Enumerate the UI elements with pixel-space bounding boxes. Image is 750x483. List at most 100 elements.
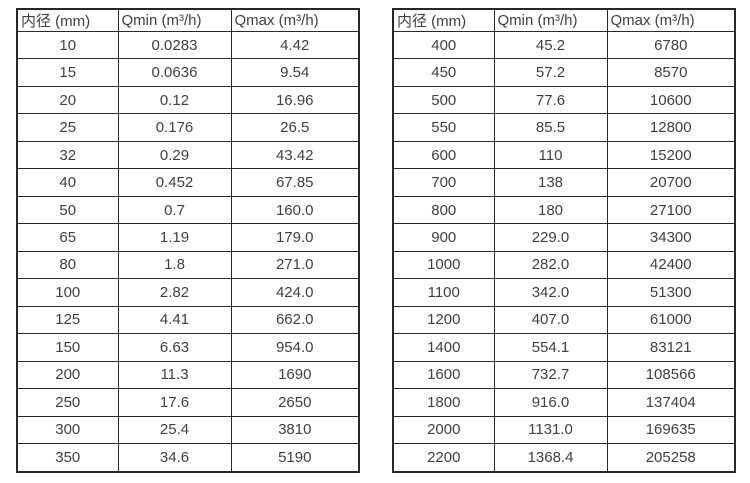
table-row: 350 34.6 5190 (16, 443, 360, 473)
table-cell: 110 (493, 140, 608, 170)
table-cell: 45.2 (493, 30, 608, 60)
table-cell: 900 (392, 223, 495, 252)
table-cell: 137404 (606, 388, 736, 417)
table-cell: 16.96 (230, 85, 360, 115)
table-cell: 0.12 (117, 85, 232, 115)
table-cell: 150 (16, 333, 119, 362)
column-header: Qmin (m³/h) (117, 8, 232, 32)
table-cell: 0.452 (117, 168, 232, 197)
table-cell: 250 (16, 388, 119, 417)
table-cell: 1100 (392, 278, 495, 307)
table-cell: 916.0 (493, 388, 608, 417)
table-row: 25 0.176 26.5 (16, 113, 360, 142)
table-row: 800 180 27100 (392, 195, 736, 225)
table-cell: 10 (16, 30, 119, 60)
table-cell: 40 (16, 168, 119, 197)
table-row: 2000 1131.0 169635 (392, 415, 736, 445)
table-cell: 1400 (392, 333, 495, 362)
table-cell: 17.6 (117, 388, 232, 417)
table-row: 300 25.4 3810 (16, 415, 360, 445)
table-cell: 6780 (606, 30, 736, 60)
header-row: 内径 (mm) Qmin (m³/h) Qmax (m³/h) (16, 8, 360, 32)
table-row: 550 85.5 12800 (392, 113, 736, 142)
table-cell: 600 (392, 140, 495, 170)
table-cell: 77.6 (493, 85, 608, 115)
table-cell: 954.0 (230, 333, 360, 362)
table-row: 1200 407.0 61000 (392, 305, 736, 335)
table-cell: 108566 (606, 360, 736, 390)
table-cell: 80 (16, 250, 119, 280)
table-row: 400 45.2 6780 (392, 30, 736, 60)
table-cell: 1.19 (117, 223, 232, 252)
table-cell: 4.41 (117, 305, 232, 335)
table-row: 10 0.0283 4.42 (16, 30, 360, 60)
column-header: 内径 (mm) (392, 8, 495, 32)
table-cell: 2650 (230, 388, 360, 417)
table-cell: 25.4 (117, 415, 232, 445)
table-cell: 1000 (392, 250, 495, 280)
table-cell: 350 (16, 443, 119, 473)
table-cell: 205258 (606, 443, 736, 473)
table-cell: 200 (16, 360, 119, 390)
table-cell: 400 (392, 30, 495, 60)
table-row: 500 77.6 10600 (392, 85, 736, 115)
table-cell: 550 (392, 113, 495, 142)
table-row: 1100 342.0 51300 (392, 278, 736, 307)
table-cell: 6.63 (117, 333, 232, 362)
table-cell: 0.7 (117, 195, 232, 225)
table-cell: 85.5 (493, 113, 608, 142)
table-cell: 67.85 (230, 168, 360, 197)
table-cell: 50 (16, 195, 119, 225)
table-cell: 0.0283 (117, 30, 232, 60)
table-cell: 57.2 (493, 58, 608, 87)
table-cell: 732.7 (493, 360, 608, 390)
table-cell: 8570 (606, 58, 736, 87)
table-row: 20 0.12 16.96 (16, 85, 360, 115)
table-cell: 424.0 (230, 278, 360, 307)
table-cell: 12800 (606, 113, 736, 142)
table-row: 50 0.7 160.0 (16, 195, 360, 225)
table-row: 200 11.3 1690 (16, 360, 360, 390)
table-row: 80 1.8 271.0 (16, 250, 360, 280)
table-cell: 100 (16, 278, 119, 307)
table-cell: 51300 (606, 278, 736, 307)
table-cell: 61000 (606, 305, 736, 335)
table-row: 40 0.452 67.85 (16, 168, 360, 197)
table-cell: 1200 (392, 305, 495, 335)
table-cell: 34.6 (117, 443, 232, 473)
table-cell: 500 (392, 85, 495, 115)
table-row: 900 229.0 34300 (392, 223, 736, 252)
table-cell: 0.176 (117, 113, 232, 142)
table-row: 1000 282.0 42400 (392, 250, 736, 280)
table-row: 1400 554.1 83121 (392, 333, 736, 362)
table-cell: 4.42 (230, 30, 360, 60)
table-cell: 1.8 (117, 250, 232, 280)
table-cell: 10600 (606, 85, 736, 115)
table-cell: 2000 (392, 415, 495, 445)
table-cell: 407.0 (493, 305, 608, 335)
table-cell: 1368.4 (493, 443, 608, 473)
table-row: 150 6.63 954.0 (16, 333, 360, 362)
table-cell: 229.0 (493, 223, 608, 252)
table-cell: 43.42 (230, 140, 360, 170)
table-cell: 83121 (606, 333, 736, 362)
table-row: 600 110 15200 (392, 140, 736, 170)
table-cell: 0.29 (117, 140, 232, 170)
table-cell: 25 (16, 113, 119, 142)
table-cell: 169635 (606, 415, 736, 445)
table-cell: 34300 (606, 223, 736, 252)
table-cell: 160.0 (230, 195, 360, 225)
column-header: Qmax (m³/h) (230, 8, 360, 32)
table-row: 450 57.2 8570 (392, 58, 736, 87)
table-cell: 271.0 (230, 250, 360, 280)
table-row: 100 2.82 424.0 (16, 278, 360, 307)
flow-rate-table-small-diameters: 内径 (mm) Qmin (m³/h) Qmax (m³/h) 10 0.0283 4.… (16, 8, 360, 473)
table-cell: 15200 (606, 140, 736, 170)
table-cell: 1600 (392, 360, 495, 390)
table-row: 1600 732.7 108566 (392, 360, 736, 390)
table-cell: 1690 (230, 360, 360, 390)
table-row: 2200 1368.4 205258 (392, 443, 736, 473)
table-cell: 138 (493, 168, 608, 197)
table-cell: 342.0 (493, 278, 608, 307)
table-cell: 3810 (230, 415, 360, 445)
